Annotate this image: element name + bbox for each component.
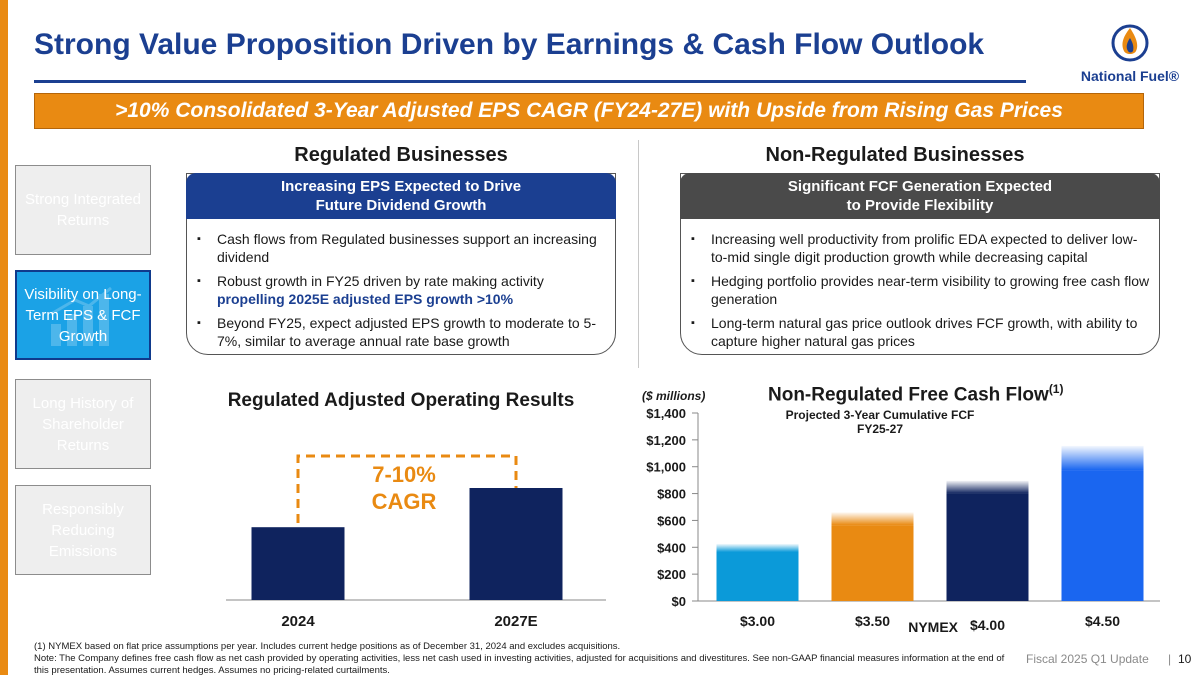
chart-title-text: Non-Regulated Free Cash Flow	[768, 384, 1049, 406]
bullet-item: Hedging portfolio provides near-term vis…	[681, 272, 1151, 308]
nav-label: Long History of Shareholder Returns	[32, 394, 134, 454]
x-tick-label: $4.00	[970, 617, 1005, 633]
bullet-item: Robust growth in FY25 driven by rate mak…	[187, 272, 612, 308]
regulated-chart-title: Regulated Adjusted Operating Results	[227, 390, 575, 411]
bar-upside-band	[716, 543, 799, 552]
regulated-chart: 7-10% CAGR 2024 2027E	[226, 454, 606, 630]
eps-cagr-banner: >10% Consolidated 3-Year Adjusted EPS CA…	[34, 93, 1144, 129]
fcf-chart: NYMEX $0 $200 $400 $600 $800 $1,000 $1,200 $1,4…	[646, 406, 1160, 635]
footer-label: Fiscal 2025 Q1 Update	[1026, 652, 1149, 666]
footer-separator: |	[1168, 652, 1172, 666]
regulated-card-header: Increasing EPS Expected to Drive Future …	[186, 173, 616, 219]
regulated-heading: Regulated Businesses	[294, 144, 508, 166]
units-label: ($ millions)	[642, 389, 705, 403]
regulated-bullets: Cash flows from Regulated businesses sup…	[187, 230, 612, 356]
y-tick-label: $400	[657, 540, 686, 555]
bullet-highlight: propelling 2025E adjusted EPS growth >10…	[217, 291, 514, 307]
footnotes: (1) NYMEX based on flat price assumption…	[34, 641, 1014, 675]
y-tick-label: $1,400	[646, 406, 686, 421]
card-title-line: to Provide Flexibility	[846, 197, 994, 214]
page-title: Strong Value Proposition Driven by Earni…	[34, 28, 985, 61]
cagr-label-line2: CAGR	[372, 489, 437, 514]
y-tick-label: $0	[672, 594, 686, 609]
x-tick-label: $3.00	[740, 613, 775, 629]
y-tick-label: $1,000	[646, 460, 686, 475]
bullet-item: Long-term natural gas price outlook driv…	[681, 314, 1151, 350]
footnote-ref: (1)	[1048, 382, 1064, 396]
bar-nymex-2	[946, 493, 1029, 601]
growth-chart-icon	[50, 286, 112, 346]
bar-upside-band	[1061, 445, 1144, 471]
card-title-line: Significant FCF Generation Expected	[787, 178, 1053, 195]
bullet-item: Beyond FY25, expect adjusted EPS growth …	[187, 314, 612, 350]
nav-label: Strong Integrated Returns	[25, 191, 141, 229]
card-title-line: Future Dividend Growth	[315, 197, 487, 214]
bullet-text: Robust growth in FY25 driven by rate mak…	[217, 273, 544, 289]
nav-reducing-emissions[interactable]: Responsibly Reducing Emissions	[15, 485, 151, 575]
card-title-line: Increasing EPS Expected to Drive	[280, 178, 522, 195]
bar-nymex-1	[831, 525, 914, 601]
title-divider	[34, 80, 1026, 83]
nav-strong-integrated-returns[interactable]: Strong Integrated Returns	[15, 165, 151, 255]
non-regulated-heading: Non-Regulated Businesses	[765, 144, 1025, 166]
nav-visibility-eps-fcf[interactable]: Visibility on Long-Term EPS & FCF Growth	[15, 270, 151, 360]
bar-2024	[251, 527, 345, 600]
bar-upside-band	[831, 512, 914, 526]
x-tick-label: $3.50	[855, 613, 890, 629]
y-tick-label: $800	[657, 487, 686, 502]
x-axis-title: NYMEX	[908, 619, 958, 635]
subtitle-line: FY25-27	[856, 422, 904, 436]
x-tick-label: 2027E	[494, 613, 537, 630]
bar-nymex-3	[1061, 470, 1144, 601]
nav-label: Responsibly Reducing Emissions	[42, 500, 124, 560]
footnote-2: Note: The Company defines free cash flow…	[34, 653, 1005, 675]
units-text: ($ millions)	[642, 389, 706, 403]
regulated-card: Increasing EPS Expected to Drive Future …	[186, 173, 616, 355]
y-tick-label: $600	[657, 513, 686, 528]
nav-shareholder-returns[interactable]: Long History of Shareholder Returns	[15, 379, 151, 469]
flame-icon	[1111, 24, 1149, 62]
cagr-bracket	[296, 454, 518, 523]
x-tick-label: 2024	[281, 613, 315, 630]
x-tick-label: $4.50	[1085, 613, 1120, 629]
nav-label: Visibility on Long-Term EPS & FCF Growth	[24, 285, 142, 345]
non-regulated-card: Significant FCF Generation Expected to P…	[680, 173, 1160, 355]
logo-wordmark: National Fuel®	[1080, 68, 1180, 84]
y-tick-label: $200	[657, 567, 686, 582]
bar-nymex-0	[716, 551, 799, 601]
section-divider	[638, 140, 639, 368]
non-regulated-chart-title: Non-Regulated Free Cash Flow(1)	[768, 382, 1063, 406]
cagr-label-line1: 7-10%	[372, 462, 436, 487]
footnote-1: (1) NYMEX based on flat price assumption…	[34, 641, 621, 652]
subtitle-line: Projected 3-Year Cumulative FCF	[785, 408, 975, 422]
accent-stripe	[0, 0, 8, 675]
non-regulated-bullets: Increasing well productivity from prolif…	[681, 230, 1151, 356]
y-tick-label: $1,200	[646, 433, 686, 448]
company-logo: National Fuel®	[1070, 24, 1190, 88]
bullet-item: Increasing well productivity from prolif…	[681, 230, 1151, 266]
non-regulated-card-header: Significant FCF Generation Expected to P…	[680, 173, 1160, 219]
bullet-item: Cash flows from Regulated businesses sup…	[187, 230, 612, 266]
bar-upside-band	[946, 480, 1029, 494]
bar-2027e	[469, 488, 563, 600]
page-number: 10	[1178, 652, 1192, 666]
chart-subtitle: Projected 3-Year Cumulative FCF FY25-27	[780, 408, 980, 436]
